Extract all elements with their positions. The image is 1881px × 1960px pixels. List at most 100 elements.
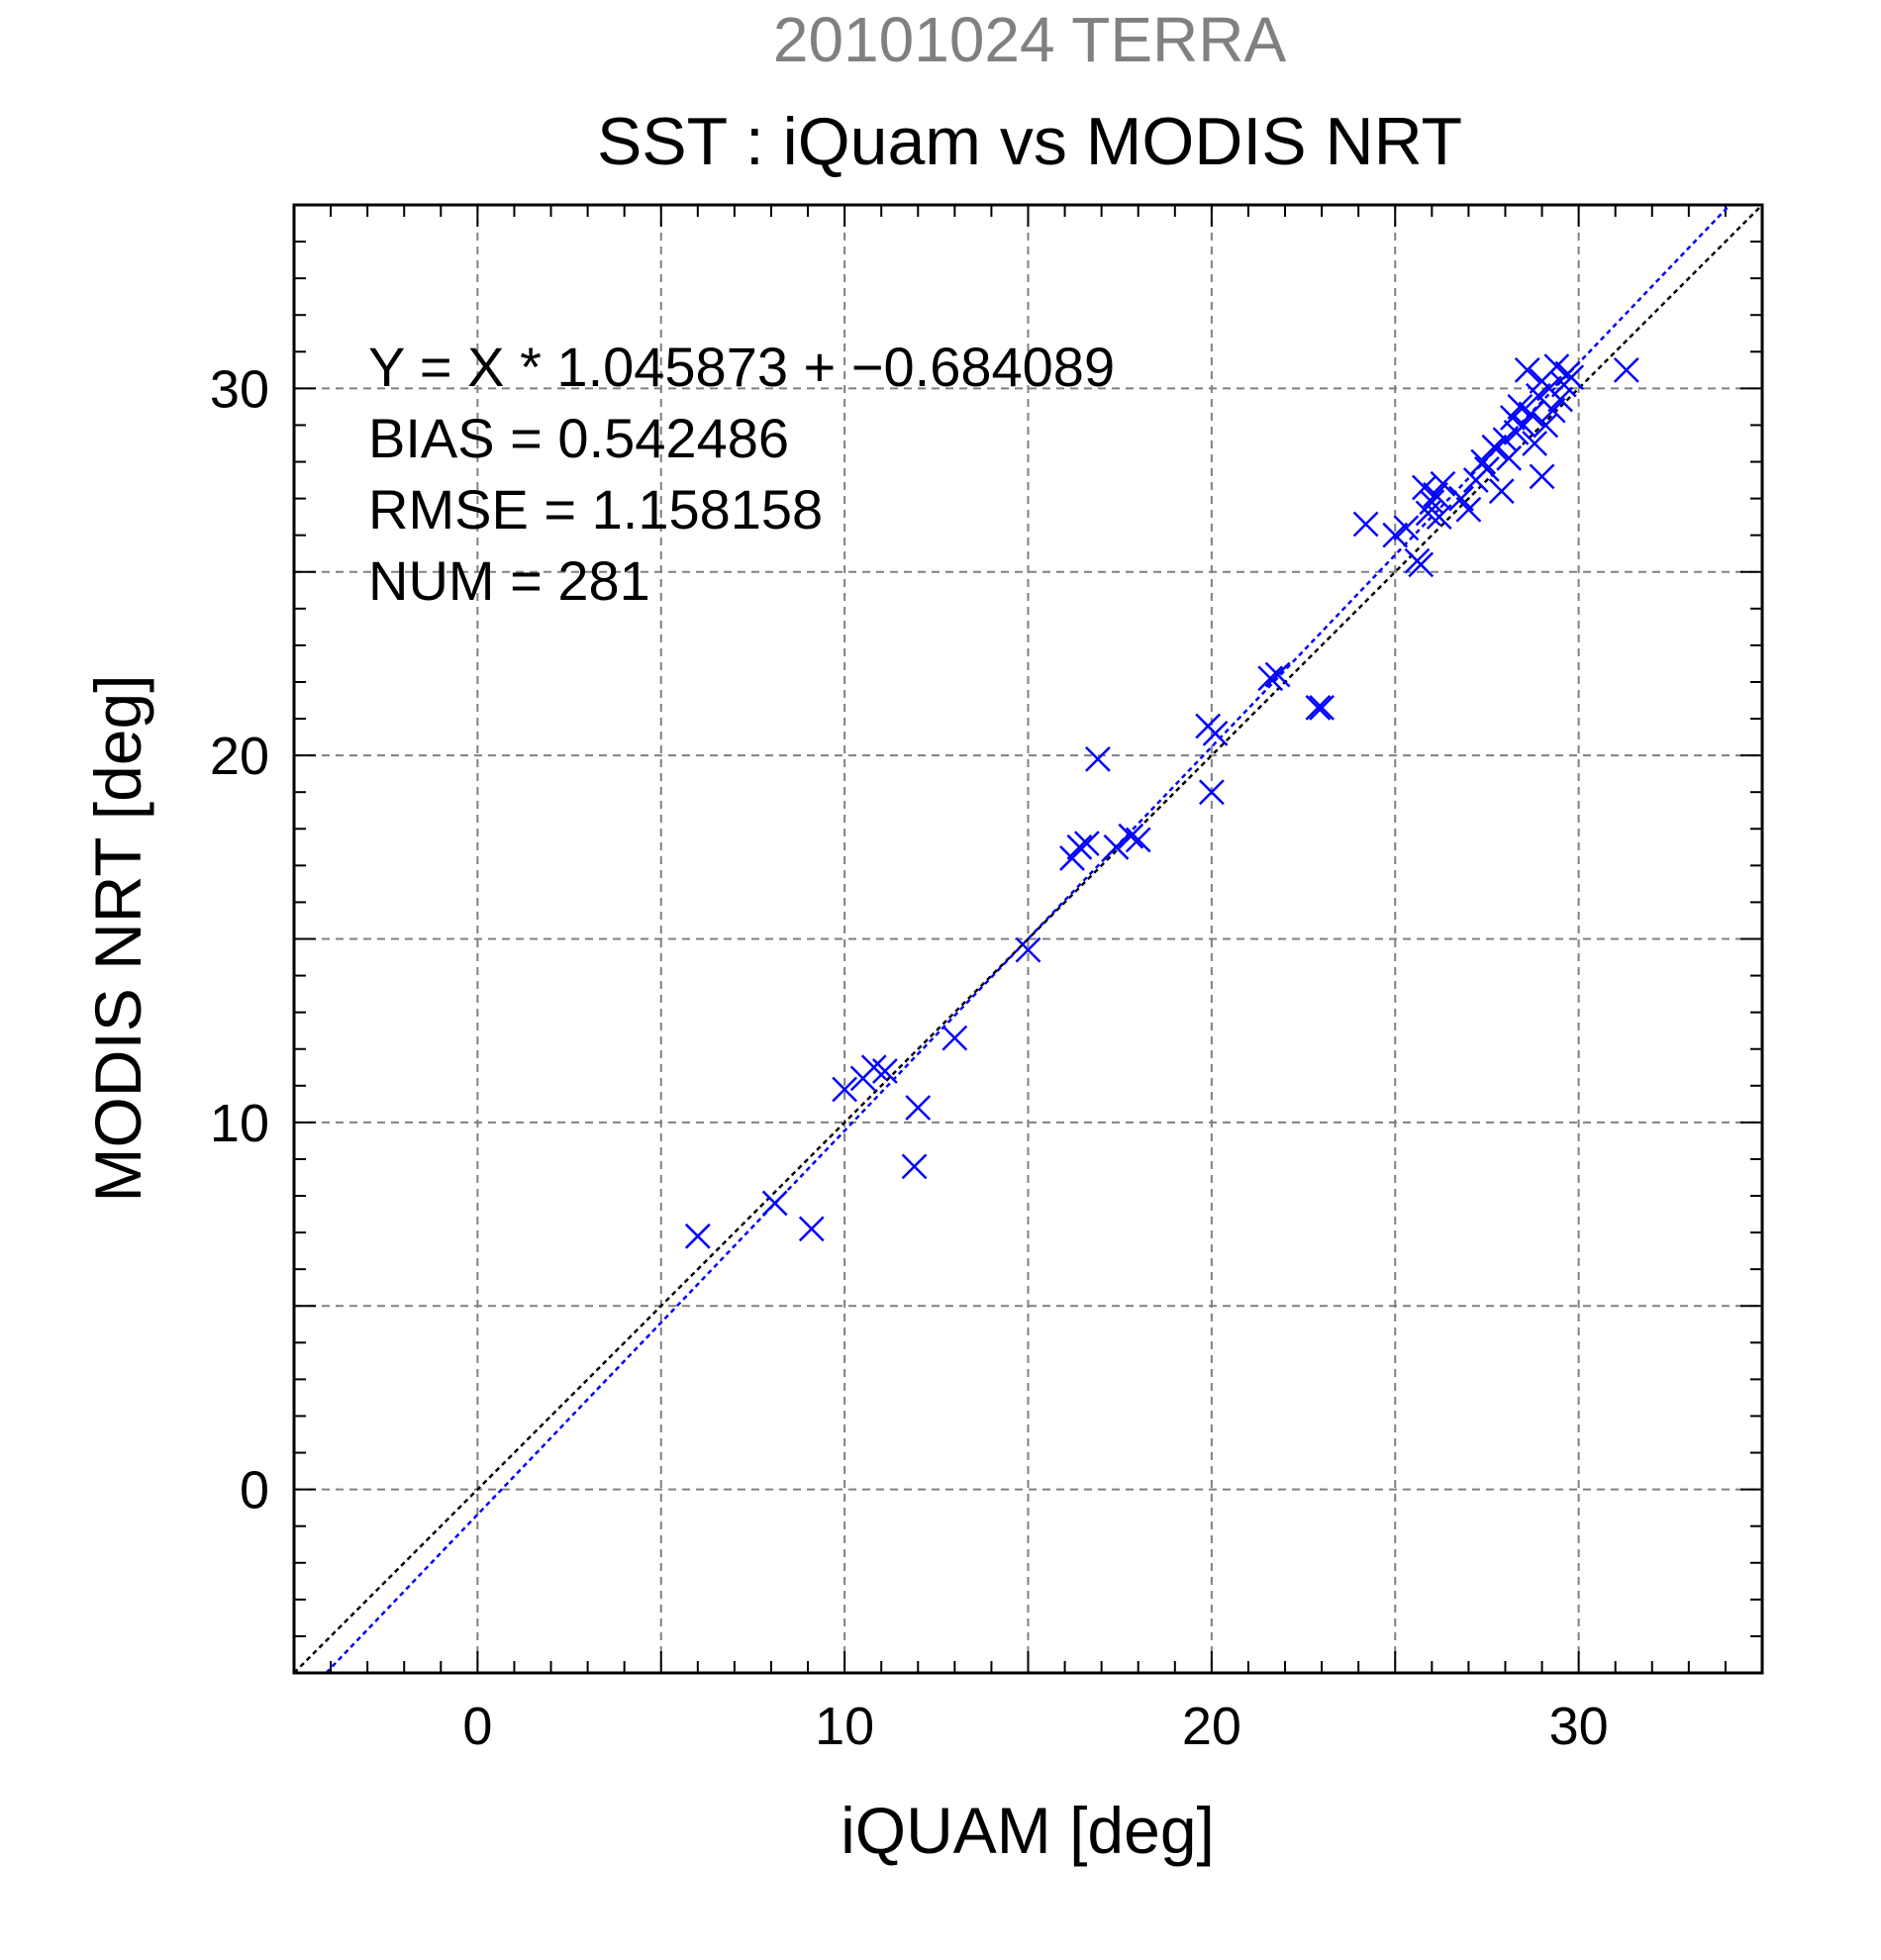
data-point-stroke <box>1533 412 1559 439</box>
chart-supertitle: 20101024 TERRA <box>773 4 1287 75</box>
data-point <box>901 1153 928 1180</box>
data-point-stroke <box>761 1190 788 1217</box>
data-point <box>684 1223 711 1249</box>
y-axis-tick-labels: 0 10 20 30 <box>210 359 269 1519</box>
y-tick-label: 10 <box>210 1094 269 1153</box>
data-point <box>1257 665 1284 692</box>
x-tick-label: 10 <box>815 1697 874 1756</box>
data-point <box>1352 511 1379 538</box>
data-point <box>832 1076 858 1103</box>
data-point <box>1496 444 1523 471</box>
data-point <box>1448 485 1474 512</box>
data-point <box>761 1190 788 1217</box>
x-tick-label: 0 <box>462 1697 492 1756</box>
x-tick-label: 30 <box>1549 1697 1609 1756</box>
data-point <box>1423 482 1448 508</box>
data-point-stroke <box>1470 448 1497 475</box>
data-point-stroke <box>1529 463 1555 490</box>
data-point-stroke <box>1496 444 1523 471</box>
data-point-stroke <box>1455 496 1482 523</box>
data-point <box>1558 364 1585 391</box>
data-point <box>1511 412 1536 439</box>
data-point <box>1539 397 1566 424</box>
data-point <box>1419 489 1445 516</box>
data-point-stroke <box>860 1054 887 1081</box>
data-point <box>1305 695 1332 721</box>
data-point <box>1073 831 1100 856</box>
data-point <box>905 1095 932 1121</box>
data-point-stroke <box>1103 833 1130 860</box>
data-point <box>1382 522 1409 548</box>
data-point-stroke <box>1558 364 1585 391</box>
data-point <box>1543 353 1570 380</box>
data-point <box>1488 478 1515 505</box>
data-point-stroke <box>1500 405 1526 431</box>
data-point <box>1198 779 1225 806</box>
y-tick-label: 0 <box>240 1461 269 1520</box>
data-point-stroke <box>1419 489 1445 516</box>
data-point-stroke <box>1118 823 1144 849</box>
data-point <box>872 1058 898 1084</box>
data-point-stroke <box>1430 470 1456 497</box>
data-point <box>1514 356 1540 383</box>
data-point <box>1474 456 1500 482</box>
stats-line: RMSE = 1.158158 <box>368 478 823 540</box>
data-point-stroke <box>1202 720 1229 746</box>
data-point <box>1309 695 1335 721</box>
data-point-stroke <box>1488 478 1515 505</box>
data-point <box>1202 720 1229 746</box>
data-point <box>1481 434 1508 460</box>
data-points <box>684 353 1639 1249</box>
data-point-stroke <box>1613 356 1639 383</box>
data-point-stroke <box>1423 482 1448 508</box>
data-point <box>1066 833 1093 860</box>
data-point-stroke <box>1547 386 1573 413</box>
data-point-stroke <box>872 1058 898 1084</box>
stats-annotation: Y = X * 1.045873 + −0.684089 BIAS = 0.542… <box>368 336 1115 612</box>
data-point-stroke <box>1352 511 1379 538</box>
y-tick-label: 20 <box>210 727 269 786</box>
data-point-stroke <box>1408 551 1435 578</box>
data-point-stroke <box>1543 353 1570 380</box>
data-point-stroke <box>1412 474 1437 501</box>
data-point-stroke <box>1539 397 1566 424</box>
y-tick-label: 30 <box>210 359 269 419</box>
chart-title: SST : iQuam vs MODIS NRT <box>597 104 1462 179</box>
data-point-stroke <box>1309 695 1335 721</box>
x-tick-label: 20 <box>1182 1697 1241 1756</box>
data-point-stroke <box>684 1223 711 1249</box>
data-point <box>1529 463 1555 490</box>
y-axis-label: MODIS NRT [deg] <box>81 674 154 1202</box>
data-point <box>1470 448 1497 475</box>
data-point-stroke <box>832 1076 858 1103</box>
data-point-stroke <box>1073 831 1100 856</box>
data-point-stroke <box>1518 401 1544 428</box>
grid-lines <box>294 205 1762 1673</box>
data-point-stroke <box>1426 504 1452 531</box>
data-point <box>1103 833 1130 860</box>
data-point <box>1015 936 1041 963</box>
data-point-stroke <box>1448 485 1474 512</box>
data-point-stroke <box>798 1216 825 1242</box>
data-point-stroke <box>1066 833 1093 860</box>
data-point-stroke <box>901 1153 928 1180</box>
data-point <box>1085 745 1111 772</box>
data-point-stroke <box>1305 695 1332 721</box>
data-point-stroke <box>1393 515 1420 541</box>
data-point <box>1426 504 1452 531</box>
data-point <box>1522 431 1548 456</box>
data-point-stroke <box>1522 431 1548 456</box>
data-point-stroke <box>1481 434 1508 460</box>
data-point <box>1518 401 1544 428</box>
data-point <box>1547 386 1573 413</box>
data-point-stroke <box>1474 456 1500 482</box>
data-point-stroke <box>1015 936 1041 963</box>
stats-line: NUM = 281 <box>368 549 650 612</box>
data-point <box>1118 823 1144 849</box>
data-point-stroke <box>1382 522 1409 548</box>
data-point <box>1430 470 1456 497</box>
data-point <box>1408 551 1435 578</box>
data-point-stroke <box>1085 745 1111 772</box>
data-point-stroke <box>1257 665 1284 692</box>
data-point <box>1393 515 1420 541</box>
